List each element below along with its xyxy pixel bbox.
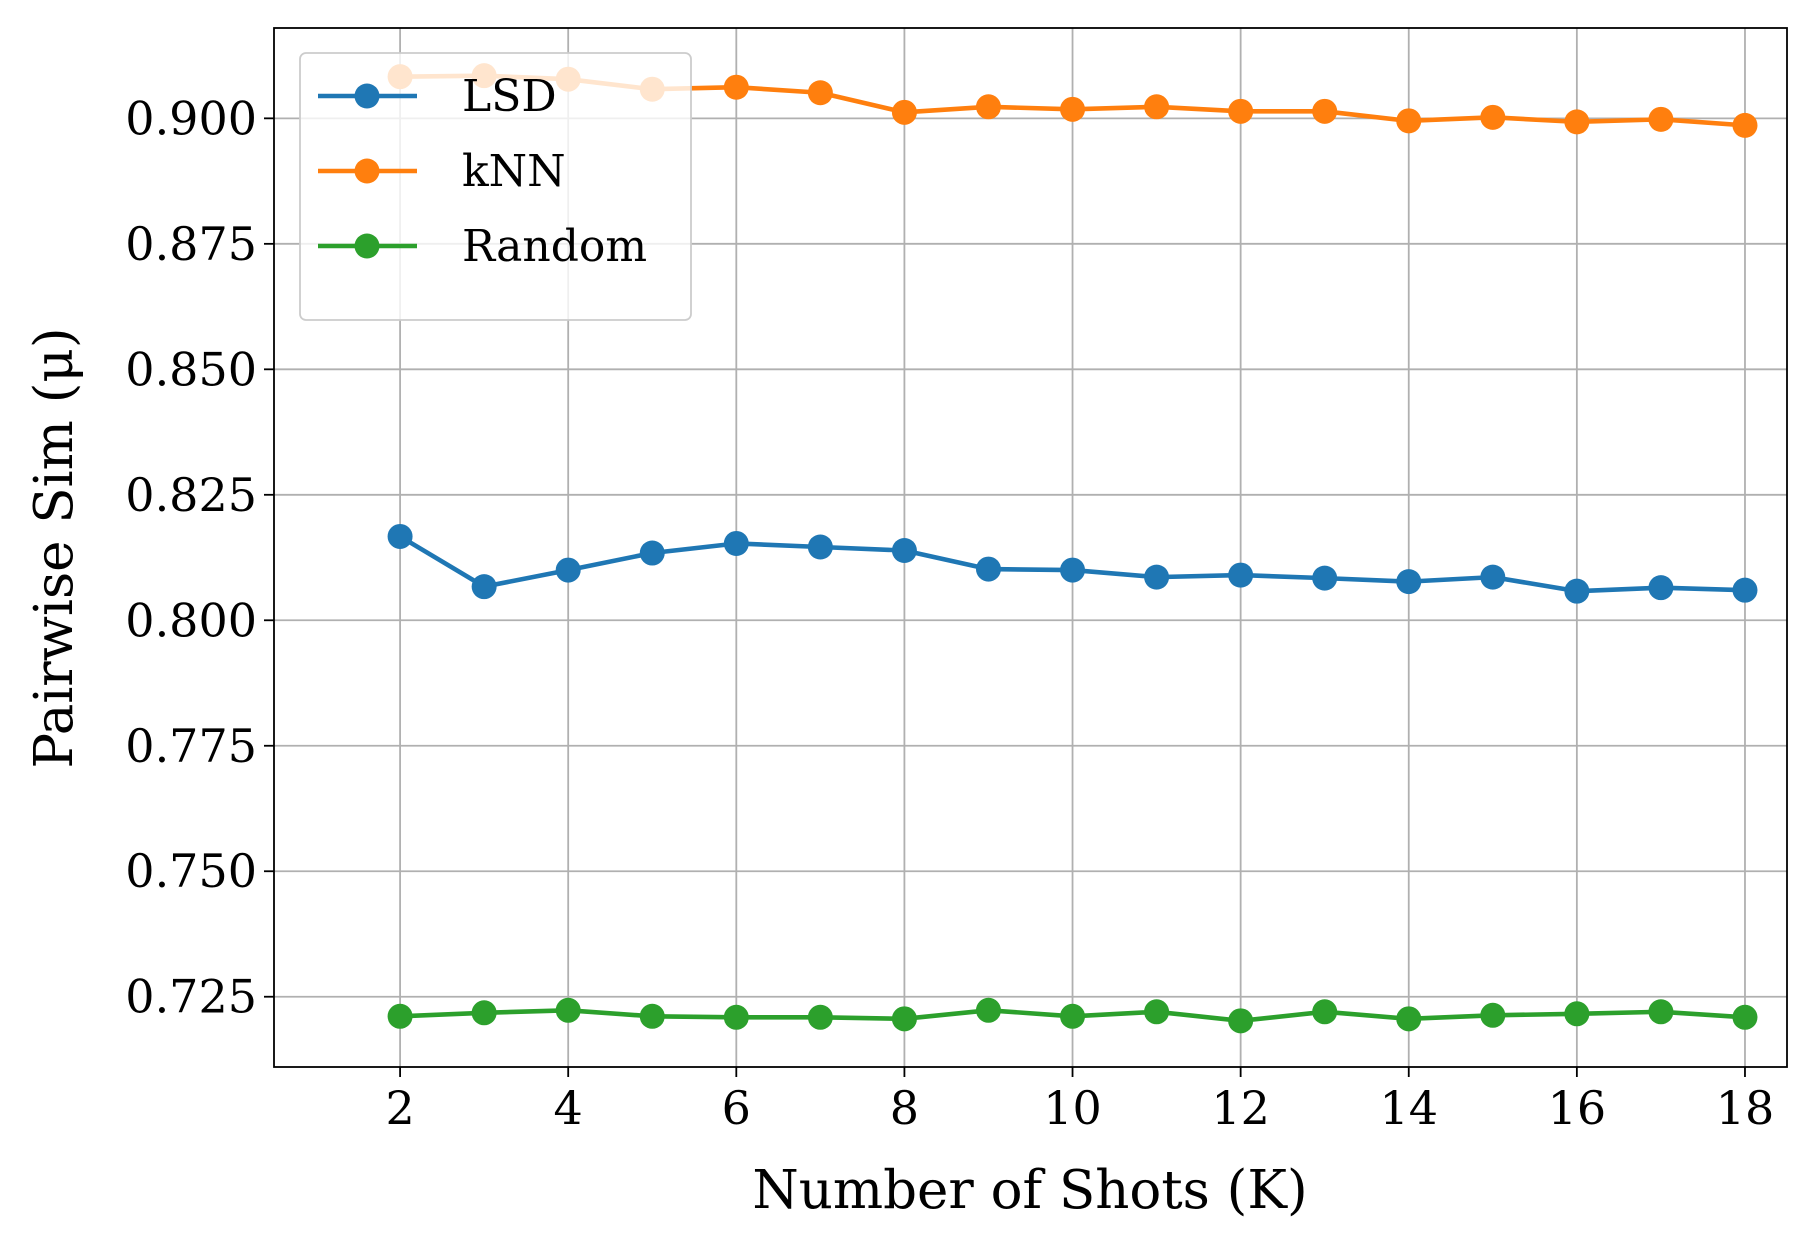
x-tick-label: 8 (890, 1081, 919, 1135)
series (387, 523, 1758, 604)
y-tick-label: 0.900 (125, 91, 257, 145)
point (387, 523, 413, 549)
legend-label: Random (462, 221, 647, 272)
point (1396, 1006, 1422, 1032)
point (639, 540, 665, 566)
x-tick-label: 14 (1379, 1081, 1438, 1135)
y-tick-label: 0.725 (125, 970, 257, 1024)
point (471, 574, 497, 600)
point (1648, 999, 1674, 1025)
plot-frame (273, 27, 1788, 1068)
y-tick-label: 0.825 (125, 468, 257, 522)
legend-label: LSD (462, 71, 557, 122)
point (1144, 564, 1170, 590)
point (723, 530, 749, 556)
y-tick-label: 0.800 (125, 593, 257, 647)
point (1648, 575, 1674, 601)
point (1396, 108, 1422, 134)
point (807, 1004, 833, 1030)
point (891, 99, 917, 125)
point (723, 74, 749, 100)
x-axis-label: Number of Shots (K) (752, 1160, 1307, 1221)
point (1060, 557, 1086, 583)
point (471, 1000, 497, 1026)
point (1732, 577, 1758, 603)
point (975, 556, 1001, 582)
point (1228, 98, 1254, 124)
legend-label: kNN (462, 146, 566, 197)
point (387, 1003, 413, 1029)
x-tick-label: 2 (385, 1081, 414, 1135)
point (1312, 565, 1338, 591)
point (1648, 106, 1674, 132)
point (1732, 1004, 1758, 1030)
point (555, 997, 581, 1023)
point (1228, 562, 1254, 588)
legend-marker (354, 83, 380, 109)
point (975, 94, 1001, 120)
point (1396, 569, 1422, 595)
y-tick-label: 0.775 (125, 719, 257, 773)
point (1564, 109, 1590, 135)
x-tick-label: 6 (722, 1081, 751, 1135)
point (1480, 564, 1506, 590)
point (1480, 104, 1506, 130)
point (891, 1006, 917, 1032)
point (1732, 112, 1758, 138)
y-tick-label: 0.875 (125, 217, 257, 271)
point (639, 1003, 665, 1029)
point (1564, 578, 1590, 604)
legend: LSD kNN Random (299, 52, 692, 321)
y-tick-label: 0.750 (125, 844, 257, 898)
point (891, 538, 917, 564)
point (1480, 1002, 1506, 1028)
point (555, 557, 581, 583)
point (807, 80, 833, 106)
legend-marker (354, 158, 380, 184)
x-tick-label: 4 (554, 1081, 583, 1135)
point (1060, 1003, 1086, 1029)
legend-marker (354, 233, 380, 259)
point (1312, 999, 1338, 1025)
y-axis-label: Pairwise Sim (μ) (24, 327, 85, 768)
point (723, 1004, 749, 1030)
point (807, 534, 833, 560)
x-tick-label: 12 (1211, 1081, 1270, 1135)
point (1564, 1001, 1590, 1027)
x-tick-label: 18 (1716, 1081, 1775, 1135)
legend-box (299, 52, 692, 321)
x-tick-label: 10 (1043, 1081, 1102, 1135)
y-tick-label: 0.850 (125, 342, 257, 396)
point (1312, 98, 1338, 124)
point (1060, 96, 1086, 122)
point (975, 997, 1001, 1023)
point (1228, 1008, 1254, 1034)
x-tick-label: 16 (1548, 1081, 1607, 1135)
point (1144, 999, 1170, 1025)
point (1144, 94, 1170, 120)
series (387, 997, 1758, 1034)
grid (274, 28, 1787, 1067)
